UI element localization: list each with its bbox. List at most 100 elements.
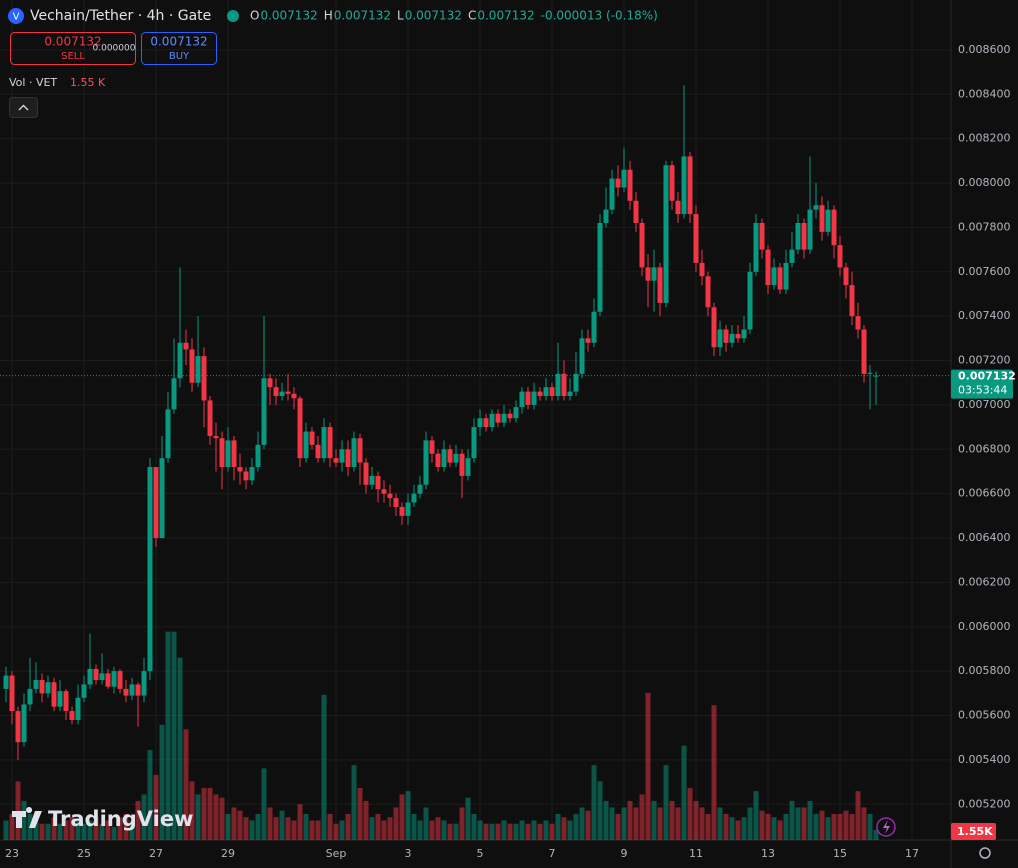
candle-body xyxy=(555,373,561,397)
volume-bar xyxy=(63,820,69,840)
settings-button[interactable] xyxy=(979,847,991,859)
volume-bar xyxy=(417,820,423,840)
candle-body xyxy=(237,467,243,472)
candle-body xyxy=(279,391,285,397)
volume-bar xyxy=(693,800,699,840)
candle-body xyxy=(363,462,369,485)
volume-bar xyxy=(537,823,543,840)
candle-body xyxy=(609,178,615,210)
volume-bar xyxy=(717,807,723,840)
volume-bar xyxy=(495,823,501,840)
volume-bar xyxy=(633,807,639,840)
volume-bar xyxy=(765,813,771,840)
candle-body xyxy=(597,222,603,312)
x-tick-label: 25 xyxy=(77,847,91,860)
candle-body xyxy=(483,418,489,428)
candle-body xyxy=(255,444,261,468)
candle-body xyxy=(141,671,147,696)
candle-body xyxy=(507,413,513,419)
volume-bar xyxy=(231,807,237,840)
volume-bar xyxy=(591,765,597,840)
candle-body xyxy=(489,413,495,428)
sell-price: 0.007132 xyxy=(44,35,101,49)
lightning-button[interactable] xyxy=(876,817,896,837)
volume-bar xyxy=(801,807,807,840)
candle-body xyxy=(843,267,849,286)
ohlc-change: -0.000013 (-0.18%) xyxy=(541,9,658,23)
candle-body xyxy=(453,453,459,463)
candle-body xyxy=(345,449,351,468)
volume-bar xyxy=(441,820,447,840)
candle-body xyxy=(33,680,39,689)
candle-body xyxy=(819,205,825,232)
candle-body xyxy=(831,209,837,246)
volume-bar xyxy=(627,800,633,840)
volume-bar xyxy=(861,807,867,840)
candle-body xyxy=(285,391,291,394)
candle-body xyxy=(513,407,519,419)
x-tick-label: 11 xyxy=(689,847,703,860)
x-tick-label: 5 xyxy=(477,847,484,860)
symbol-title[interactable]: Vechain/Tether · 4h · Gate xyxy=(30,8,211,24)
x-tick-label: 13 xyxy=(761,847,775,860)
x-tick-label: 29 xyxy=(221,847,235,860)
volume-bar xyxy=(267,807,273,840)
volume-bar xyxy=(243,817,249,840)
candle-body xyxy=(309,431,315,445)
volume-bar xyxy=(735,820,741,840)
volume-bar xyxy=(81,823,87,840)
candle-body xyxy=(633,200,639,223)
watermark-text: TradingView xyxy=(48,807,193,831)
volume-bar xyxy=(105,820,111,840)
candle-body xyxy=(291,393,297,399)
volume-bar xyxy=(135,800,141,840)
volume-bar xyxy=(585,810,591,840)
volume-bar xyxy=(723,813,729,840)
y-tick-label: 0.006600 xyxy=(958,487,1011,500)
volume-bar xyxy=(549,823,555,840)
candle-body xyxy=(729,333,735,343)
candle-body xyxy=(111,671,117,687)
candle-body xyxy=(375,475,381,490)
candle-body xyxy=(813,205,819,210)
market-status[interactable] xyxy=(227,10,239,22)
volume-bar xyxy=(285,817,291,840)
y-tick-label: 0.008400 xyxy=(958,87,1011,100)
candle-body xyxy=(657,267,663,303)
volume-bar xyxy=(261,768,267,840)
candle-body xyxy=(801,222,807,250)
ohlc-value: 0.007132 xyxy=(477,9,534,23)
y-tick-label: 0.008000 xyxy=(958,176,1011,189)
volume-bar xyxy=(411,813,417,840)
volume-bar xyxy=(519,820,525,840)
candle-body xyxy=(837,245,843,268)
candle-body xyxy=(795,222,801,250)
candle-body xyxy=(69,711,75,720)
candle-body xyxy=(51,682,57,707)
volume-bar xyxy=(297,804,303,840)
candle-body xyxy=(681,156,687,215)
candle-body xyxy=(423,440,429,485)
candle-body xyxy=(861,329,867,374)
candle-body xyxy=(735,333,741,339)
candle-body xyxy=(393,498,399,507)
volume-bar xyxy=(225,813,231,840)
candle-body xyxy=(549,387,555,397)
volume-bar xyxy=(663,765,669,840)
buy-button[interactable] xyxy=(141,32,217,65)
candle-body xyxy=(57,691,63,707)
lightning-icon xyxy=(883,820,890,834)
volume-bar xyxy=(171,631,177,840)
volume-bar xyxy=(423,807,429,840)
volume-bar xyxy=(87,820,93,840)
sell-button[interactable] xyxy=(10,32,136,65)
volume-bar xyxy=(141,794,147,840)
candle-body xyxy=(87,668,93,685)
volume-bar xyxy=(579,807,585,840)
collapse-button[interactable] xyxy=(9,97,38,118)
x-tick-label: 3 xyxy=(405,847,412,860)
candle-body xyxy=(501,413,507,423)
candle-body xyxy=(135,684,141,696)
volume-bar xyxy=(453,823,459,840)
y-tick-label: 0.006000 xyxy=(958,620,1011,633)
